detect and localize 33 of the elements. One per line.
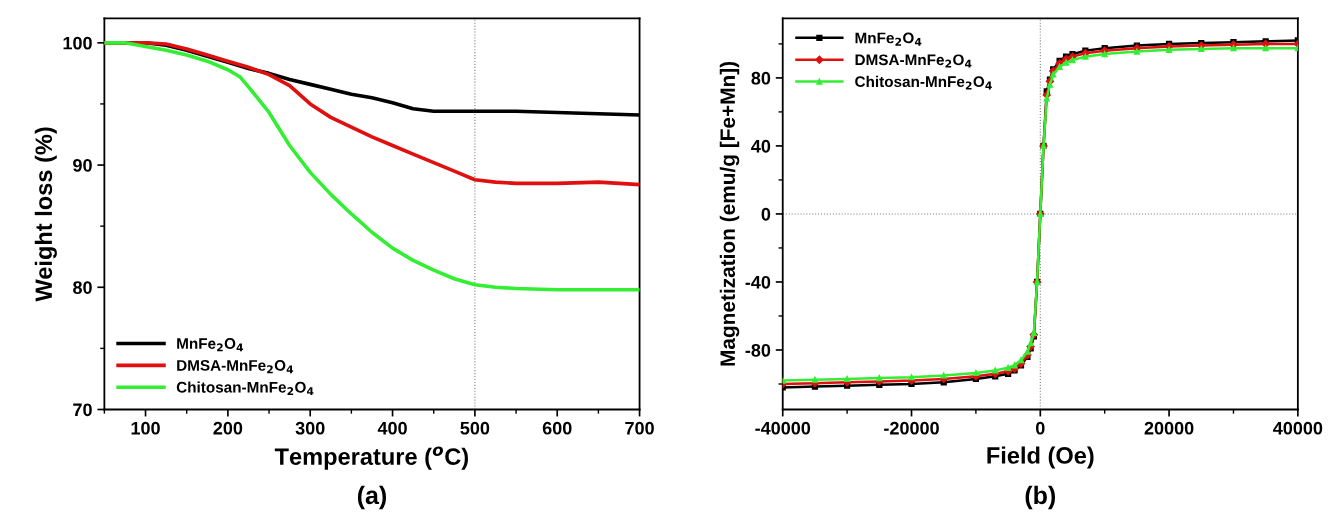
x-tick-label: -20000	[884, 421, 939, 435]
x-axis-title: Temperature ($^{o}$C)	[274, 446, 468, 470]
y-tick-label: 100	[63, 36, 92, 50]
y-axis-title: Magnetization (emu/g [Fe+Mn])	[719, 61, 740, 366]
x-tick-label: 40000	[1273, 421, 1323, 435]
y-tick-label: 70	[73, 403, 92, 417]
legend-label: Chitosan-MnFe$_{2}$O$_{4}$	[176, 381, 314, 396]
x-tick-label: 0	[1035, 421, 1045, 435]
x-axis-title: Field (Oe)	[987, 446, 1094, 469]
y-axis-title: Weight loss (%)	[34, 127, 57, 302]
x-tick-label: 100	[131, 421, 160, 435]
x-tick-label: 20000	[1144, 421, 1194, 435]
y-tick-label: 0	[761, 207, 771, 221]
x-tick-label: 600	[542, 421, 572, 435]
legend-label: DMSA-MnFe$_{2}$O$_{4}$	[855, 54, 972, 68]
x-tick-label: -40000	[755, 421, 811, 435]
x-tick-label: 400	[377, 421, 407, 435]
x-tick-label: 200	[213, 421, 243, 435]
x-tick-label: 300	[295, 421, 325, 435]
legend-label: Chitosan-MnFe$_{2}$O$_{4}$	[855, 75, 992, 90]
text: (a)	[357, 485, 386, 510]
y-tick-label: 80	[73, 281, 92, 294]
y-tick-label: -40	[745, 275, 771, 289]
y-tick-label: -80	[745, 343, 771, 357]
text: (b)	[1025, 485, 1056, 510]
x-tick-label: 500	[460, 421, 490, 435]
legend-label: DMSA-MnFe$_{2}$O$_{4}$	[177, 360, 294, 374]
legend-label: MnFe$_{2}$O$_{4}$	[177, 338, 244, 352]
y-tick-label: 80	[751, 71, 771, 85]
y-tick-label: 40	[751, 139, 771, 153]
y-tick-label: 90	[73, 158, 92, 172]
x-tick-label: 700	[625, 421, 654, 435]
legend-label: MnFe$_{2}$O$_{4}$	[855, 32, 922, 46]
